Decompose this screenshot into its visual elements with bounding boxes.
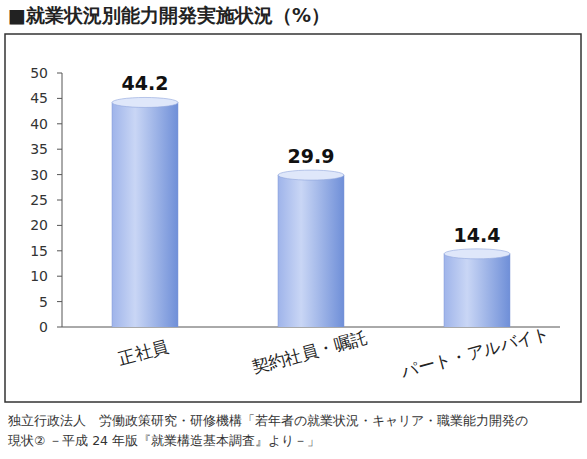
y-tick — [57, 98, 62, 99]
y-tick — [57, 327, 62, 328]
x-tick-label: 正社員 — [116, 336, 170, 369]
y-tick-label: 15 — [30, 243, 48, 259]
x-tick-label: パート・アルバイト — [398, 323, 552, 382]
source-note: 独立行政法人 労働政策研究・研修機構「若年者の就業状況・キャリア・職業能力開発の — [8, 413, 528, 428]
y-tick — [57, 225, 62, 226]
bar-top — [112, 97, 178, 107]
source-note: 現状② －平成 24 年版『就業構造基本調査』より－」 — [8, 433, 320, 448]
y-tick — [57, 174, 62, 175]
y-tick-label: 40 — [30, 116, 48, 132]
y-tick-label: 0 — [39, 319, 48, 335]
x-tick-label: 契約社員・嘱託 — [249, 327, 369, 377]
y-tick-label: 30 — [30, 167, 48, 183]
y-tick-label: 20 — [30, 217, 48, 233]
data-label: 14.4 — [454, 224, 501, 246]
y-tick — [57, 123, 62, 124]
bar — [112, 102, 178, 327]
bar-top — [278, 170, 344, 180]
y-tick-label: 45 — [30, 90, 48, 106]
bar-top — [444, 249, 510, 259]
chart-title: ■就業状況別能力開発実施状況（%） — [8, 4, 330, 26]
y-tick — [57, 301, 62, 302]
y-tick-label: 5 — [39, 294, 48, 310]
data-label: 44.2 — [122, 72, 169, 94]
bars — [112, 97, 510, 327]
y-tick-label: 50 — [30, 65, 48, 81]
bar — [444, 254, 510, 327]
y-tick — [57, 250, 62, 251]
y-tick — [57, 73, 62, 74]
chart-frame — [5, 34, 581, 402]
bar — [278, 175, 344, 327]
y-tick — [57, 276, 62, 277]
y-tick-label: 35 — [30, 141, 48, 157]
y-tick-label: 25 — [30, 192, 48, 208]
chart-container: ■就業状況別能力開発実施状況（%） 0 5 10 15 20 25 30 35 40 45 50 44.… — [0, 0, 587, 459]
y-tick-label: 10 — [30, 268, 48, 284]
y-tick — [57, 149, 62, 150]
chart-svg: ■就業状況別能力開発実施状況（%） 0 5 10 15 20 25 30 35 40 45 50 44.… — [0, 0, 587, 459]
data-label: 29.9 — [288, 145, 335, 167]
y-tick — [57, 200, 62, 201]
